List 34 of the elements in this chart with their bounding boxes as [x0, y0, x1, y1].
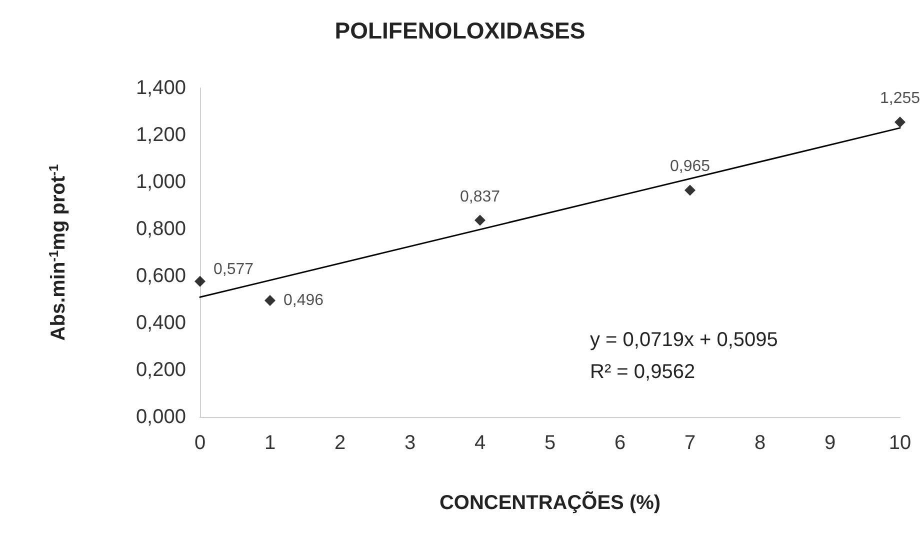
x-tick-label: 2 [334, 432, 346, 454]
annotation: y = 0,0719x + 0,5095 [590, 329, 778, 351]
data-label: 0,965 [670, 158, 710, 176]
y-axis-title: Abs.min-1mg prot-1 [46, 164, 70, 341]
y-tick-label: 0,600 [136, 265, 186, 287]
point [194, 276, 206, 287]
x-tick-label: 5 [544, 432, 556, 454]
y-tick-label: 0,400 [136, 312, 186, 334]
point [474, 214, 486, 226]
y-tick-label: 0,200 [136, 359, 186, 381]
annotation: R² = 0,9562 [590, 361, 696, 383]
chart-title: POLIFENOLOXIDASES [334, 18, 586, 44]
data-label: 0,577 [214, 260, 254, 278]
data-label: 0,496 [284, 292, 324, 309]
point [894, 116, 906, 128]
y-tick-label: 1,400 [136, 77, 186, 99]
x-tick-label: 6 [614, 432, 626, 454]
y-tick-label: 0,800 [136, 218, 186, 240]
data-label: 1,255 [880, 90, 920, 108]
y-tick-label: 1,200 [136, 124, 186, 146]
point [264, 294, 276, 306]
point [684, 184, 696, 196]
x-tick-label: 0 [194, 432, 206, 454]
data-label: 0,837 [460, 188, 500, 206]
x-axis-title: CONCENTRAÇÕES (%) [439, 491, 661, 514]
x-tick-label: 10 [888, 432, 912, 454]
x-tick-label: 3 [404, 432, 416, 454]
x-tick-label: 7 [684, 432, 696, 454]
y-tick-label: 0,000 [136, 406, 186, 428]
y-tick-label: 1,000 [136, 171, 186, 193]
x-tick-label: 8 [754, 432, 766, 454]
x-tick-label: 9 [824, 432, 836, 454]
x-tick-label: 4 [474, 432, 486, 454]
x-tick-label: 1 [264, 432, 276, 454]
